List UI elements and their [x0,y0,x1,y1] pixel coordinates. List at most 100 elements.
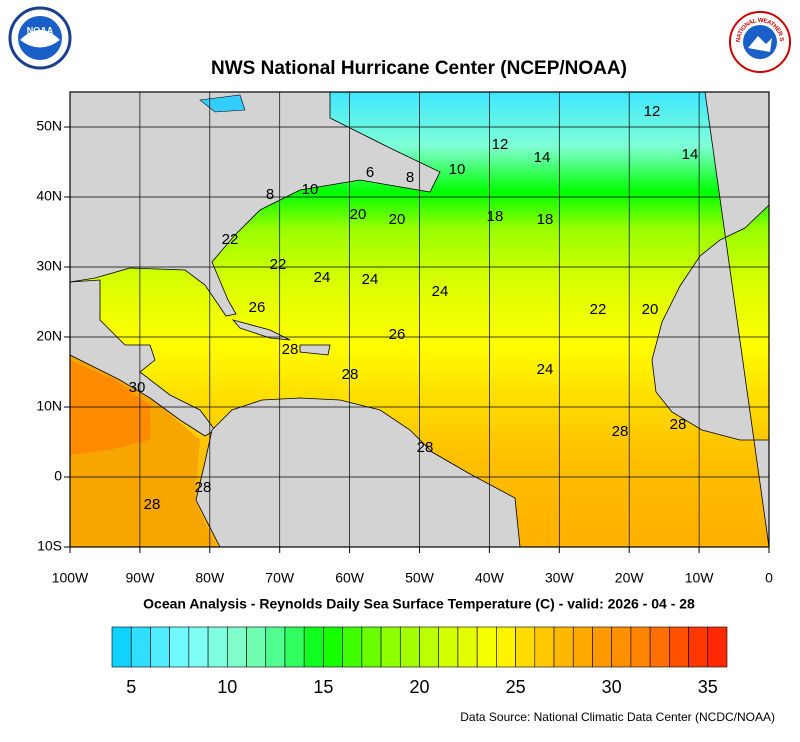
contour-label: 24 [362,271,379,288]
colorbar-box [534,626,555,668]
x-tick-label: 90W [126,570,156,586]
noaa-logo[interactable]: NOAA [8,6,72,70]
colorbar-box [649,626,670,668]
pacific-hot [70,360,150,455]
colorbar-box [707,626,728,668]
colorbar-box [265,626,286,668]
colorbar-box [399,626,420,668]
y-tick-label: 0 [54,468,62,484]
contour-label: 28 [282,341,299,358]
colorbar-box [303,626,324,668]
contour-label: 6 [366,164,374,181]
colorbar-box [669,626,689,668]
y-tick-label: 10N [36,398,62,414]
title: NWS National Hurricane Center (NCEP/NOAA… [211,58,627,79]
x-tick-label: 100W [52,570,89,586]
plot-frame [69,91,770,548]
y-tick-label: 30N [36,258,62,274]
contour-label: 28 [195,479,212,496]
colorbar-box [553,626,574,668]
x-tick-label: 60W [335,570,365,586]
x-tick-label: 20W [615,570,645,586]
contour-label: 20 [389,211,406,228]
noaa-text: NOAA [27,25,54,35]
subtitle: Ocean Analysis - Reynolds Daily Sea Surf… [143,596,695,612]
y-tick-label: 20N [36,328,62,344]
colorbar-box [130,626,151,668]
nws-text: NATIONAL WEATHER SERVICE [0,0,784,42]
colorbar-box [207,626,228,668]
north-america [70,92,441,317]
data-source: Data Source: National Climatic Data Cent… [460,710,775,724]
contour-label: 28 [670,416,687,433]
colorbar-box [572,626,593,668]
colorbar-box [380,626,401,668]
africa-europe [651,92,769,547]
colorbar-box [150,626,170,668]
contour-label: 28 [417,439,434,456]
x-tick-label: 10W [685,570,715,586]
contour-label: 10 [449,161,466,178]
colorbar-box [438,626,459,668]
x-tick-label: 40W [475,570,505,586]
x-tick-label: 30W [545,570,575,586]
contour-label: 10 [302,181,319,198]
colorbar-box [284,626,305,668]
contour-label: 26 [249,299,266,316]
colorbar-tick-label: 30 [602,677,622,697]
contour-label: 8 [406,169,414,186]
colorbar-tick-label: 20 [409,677,429,697]
colorbar-tick-label: 25 [506,677,526,697]
colorbar-box [419,626,440,668]
colorbar-box [688,626,709,668]
y-tick-label: 50N [36,118,62,134]
colorbar-box [361,626,382,668]
colorbar-box [457,626,478,668]
contour-label: 26 [389,326,406,343]
contour-label: 14 [682,146,699,163]
x-tick-label: 0 [765,570,773,586]
colorbar-box [592,626,612,668]
x-tick-label: 50W [405,570,435,586]
contour-label: 22 [270,256,287,273]
colorbar-box [476,626,497,668]
contour-label: 24 [432,283,449,300]
colorbar-box [111,626,132,668]
contour-label: 22 [590,301,607,318]
colorbar-box [630,626,651,668]
colorbar-box [342,626,363,668]
contour-label: 20 [350,206,367,223]
colorbar-tick-label: 35 [698,677,718,697]
contour-label: 28 [612,423,629,440]
contour-label: 28 [342,366,359,383]
contour-label: 18 [537,211,554,228]
colorbar-box [515,626,536,668]
x-tick-label: 80W [195,570,225,586]
colorbar-box [188,626,209,668]
colorbar-tick-label: 5 [126,677,136,697]
colorbar-box [611,626,632,668]
colorbar-box [227,626,247,668]
colorbar-tick-label: 15 [313,677,333,697]
contour-label: 24 [537,361,554,378]
colorbar-box [496,626,516,668]
y-tick-label: 40N [36,188,62,204]
y-tick-label: 10S [37,538,62,554]
contour-label: 8 [266,186,274,203]
contour-label: 12 [644,103,661,120]
contour-label: 20 [642,301,659,318]
colorbar-box [323,626,343,668]
x-tick-label: 70W [265,570,295,586]
central-america [70,279,216,437]
contour-label: 18 [487,208,504,225]
colorbar-box [246,626,267,668]
contour-label: 24 [314,269,331,286]
south-america [195,397,521,547]
contour-label: 28 [144,496,161,513]
colorbar-box [169,626,190,668]
contour-label: 14 [534,149,551,166]
nws-ring-text: NATIONAL WEATHER SERVICE [0,0,784,42]
contour-label: 22 [222,231,239,248]
colorbar-tick-label: 10 [217,677,237,697]
